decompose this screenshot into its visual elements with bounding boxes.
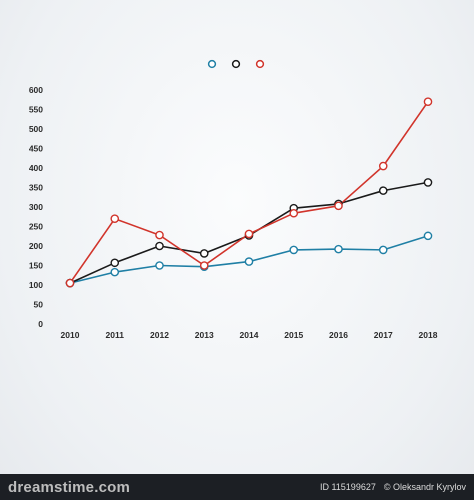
y-tick-label: 600	[29, 85, 43, 95]
x-tick-label: 2018	[419, 330, 438, 340]
data-point	[65, 278, 75, 288]
y-tick-label: 300	[29, 202, 43, 212]
data-point	[378, 161, 388, 171]
data-point	[378, 186, 388, 195]
series-line	[69, 101, 429, 284]
y-tick-label: 0	[38, 319, 43, 329]
x-axis-ticks: 2010 2011 2012 2013 2014 2015 2016 2017 2018	[61, 330, 438, 340]
data-point	[423, 231, 433, 241]
data-point	[155, 261, 164, 270]
data-point	[110, 214, 120, 223]
y-tick-label: 400	[29, 163, 43, 173]
x-tick-label: 2011	[106, 330, 125, 340]
data-point	[199, 261, 209, 270]
data-point	[289, 208, 299, 218]
data-point	[378, 245, 388, 255]
legend	[207, 59, 265, 69]
data-point	[423, 97, 433, 106]
data-point	[155, 230, 164, 240]
footer-meta: ID 115199627 © Oleksandr Kyrylov	[320, 482, 466, 492]
y-tick-label: 450	[29, 144, 43, 154]
legend-marker	[207, 59, 217, 69]
data-point	[199, 249, 209, 258]
image-id: ID 115199627	[319, 482, 376, 492]
x-tick-label: 2010	[61, 330, 80, 340]
data-point	[423, 178, 433, 187]
y-tick-label: 100	[29, 280, 43, 290]
x-tick-label: 2015	[284, 330, 303, 340]
y-tick-label: 250	[29, 222, 43, 232]
author-credit: © Oleksandr Kyrylov	[383, 482, 466, 492]
data-point	[289, 245, 299, 255]
stock-footer-bar: dreamstime.com ID 115199627 © Oleksandr …	[0, 474, 474, 500]
x-tick-label: 2016	[329, 330, 348, 340]
data-point	[334, 244, 343, 254]
data-point	[244, 257, 254, 266]
x-tick-label: 2012	[150, 330, 169, 340]
y-tick-label: 50	[34, 300, 44, 310]
data-point	[110, 267, 120, 277]
series-lines	[69, 101, 429, 284]
x-tick-label: 2014	[240, 330, 259, 340]
y-axis-ticks: 0 50 100 150 200 250 300 350 400 450 500 550 600	[29, 85, 43, 329]
legend-marker	[255, 59, 265, 69]
y-tick-label: 550	[29, 105, 43, 115]
data-point	[155, 241, 164, 251]
y-tick-label: 150	[29, 261, 43, 271]
series-points	[65, 97, 433, 288]
y-tick-label: 200	[29, 241, 43, 251]
footer-logo: dreamstime.com	[8, 478, 131, 496]
line-chart: 0 50 100 150 200 250 300 350 400 450 500 550 600 201…	[29, 59, 438, 340]
data-point	[110, 258, 120, 268]
y-tick-label: 350	[29, 183, 43, 193]
y-tick-label: 500	[29, 124, 43, 134]
data-point	[334, 201, 343, 211]
legend-marker	[231, 59, 241, 69]
x-tick-label: 2017	[374, 330, 393, 340]
data-point	[244, 229, 254, 239]
x-tick-label: 2013	[195, 330, 214, 340]
